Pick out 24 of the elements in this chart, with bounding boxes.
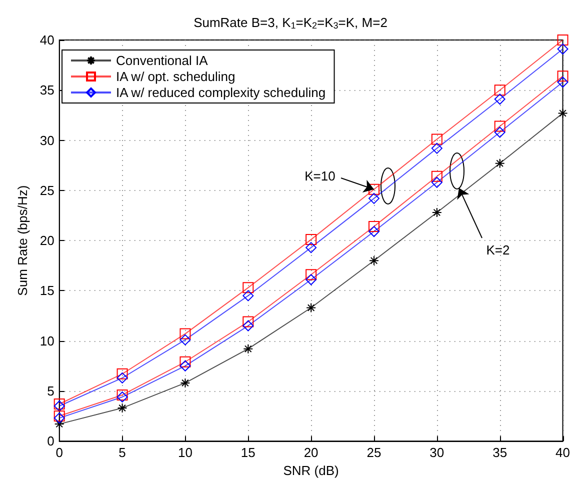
x-tick-label: 35 xyxy=(492,445,508,460)
y-tick-label: 15 xyxy=(40,283,54,298)
y-axis-title: Sum Rate (bps/Hz) xyxy=(15,185,30,296)
y-tick-label: 30 xyxy=(40,132,54,148)
y-tick-label: 0 xyxy=(47,434,54,449)
x-tick-label: 30 xyxy=(430,445,444,460)
annotation: K=2 xyxy=(486,242,510,258)
x-axis-title: SNR (dB) xyxy=(283,463,339,478)
legend-label: IA w/ opt. scheduling xyxy=(116,69,236,84)
y-tick-label: 5 xyxy=(47,383,54,398)
x-tick-label: 5 xyxy=(118,445,126,460)
y-tick-label: 35 xyxy=(40,82,54,98)
y-tick-label: 25 xyxy=(40,182,54,198)
x-tick-label: 20 xyxy=(304,445,318,460)
x-tick-label: 40 xyxy=(556,445,570,460)
annotation: K=10 xyxy=(304,168,336,184)
x-tick-label: 15 xyxy=(240,445,256,460)
y-tick-label: 40 xyxy=(40,32,54,48)
x-tick-label: 25 xyxy=(366,445,382,460)
y-tick-label: 20 xyxy=(40,233,54,248)
legend-label: IA w/ reduced complexity scheduling xyxy=(116,85,326,100)
y-tick-label: 10 xyxy=(40,333,54,348)
x-tick-label: 10 xyxy=(178,445,192,460)
legend-label: Conventional IA xyxy=(116,53,208,68)
